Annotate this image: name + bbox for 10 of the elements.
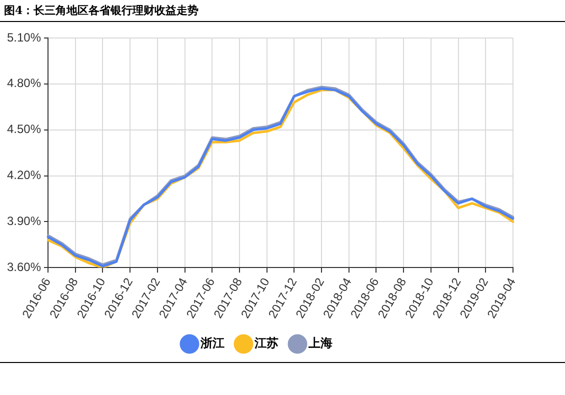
chart-title: 图4：长三角地区各省银行理财收益走势 <box>4 3 199 18</box>
y-tick-label: 4.80% <box>6 76 42 90</box>
y-tick-label: 5.10% <box>6 30 42 44</box>
y-tick-label: 3.90% <box>6 214 42 228</box>
y-tick-label: 4.20% <box>6 168 42 182</box>
legend-label: 上海 <box>308 336 332 350</box>
legend-label: 浙江 <box>200 336 224 350</box>
legend-label: 江苏 <box>254 336 278 350</box>
y-tick-label: 4.50% <box>6 122 42 136</box>
y-tick-label: 3.60% <box>6 260 42 274</box>
